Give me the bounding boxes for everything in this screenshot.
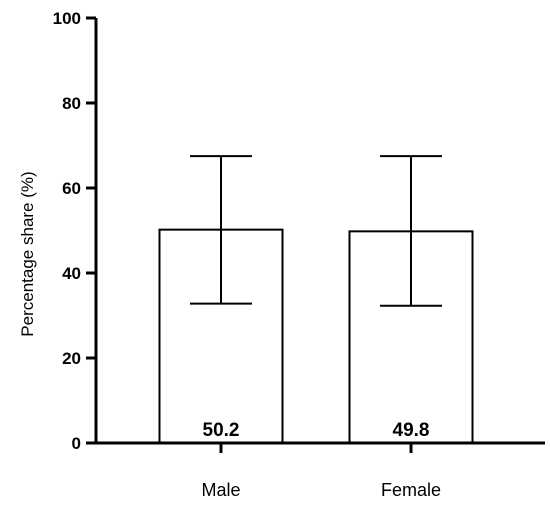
y-tick-label-100: 100 [53, 9, 81, 28]
error-bars-group [190, 155, 442, 307]
y-tick-label-40: 40 [62, 264, 81, 283]
y-tick-label-0: 0 [72, 434, 81, 453]
y-axis-title: Percentage share (%) [18, 171, 37, 336]
data-label-female: 49.8 [393, 420, 430, 441]
bars-group [158, 228, 474, 444]
x-tick-label-female: Female [381, 480, 441, 500]
labels-group: Male Female 50.2 49.8 [201, 420, 441, 500]
y-tick-label-80: 80 [62, 94, 81, 113]
x-tick-label-male: Male [201, 480, 240, 500]
data-label-male: 50.2 [203, 420, 240, 441]
y-tick-label-20: 20 [62, 349, 81, 368]
y-axis-ticks: 0 20 40 60 80 100 [53, 9, 96, 453]
y-tick-label-60: 60 [62, 179, 81, 198]
axes-group [94, 18, 545, 453]
